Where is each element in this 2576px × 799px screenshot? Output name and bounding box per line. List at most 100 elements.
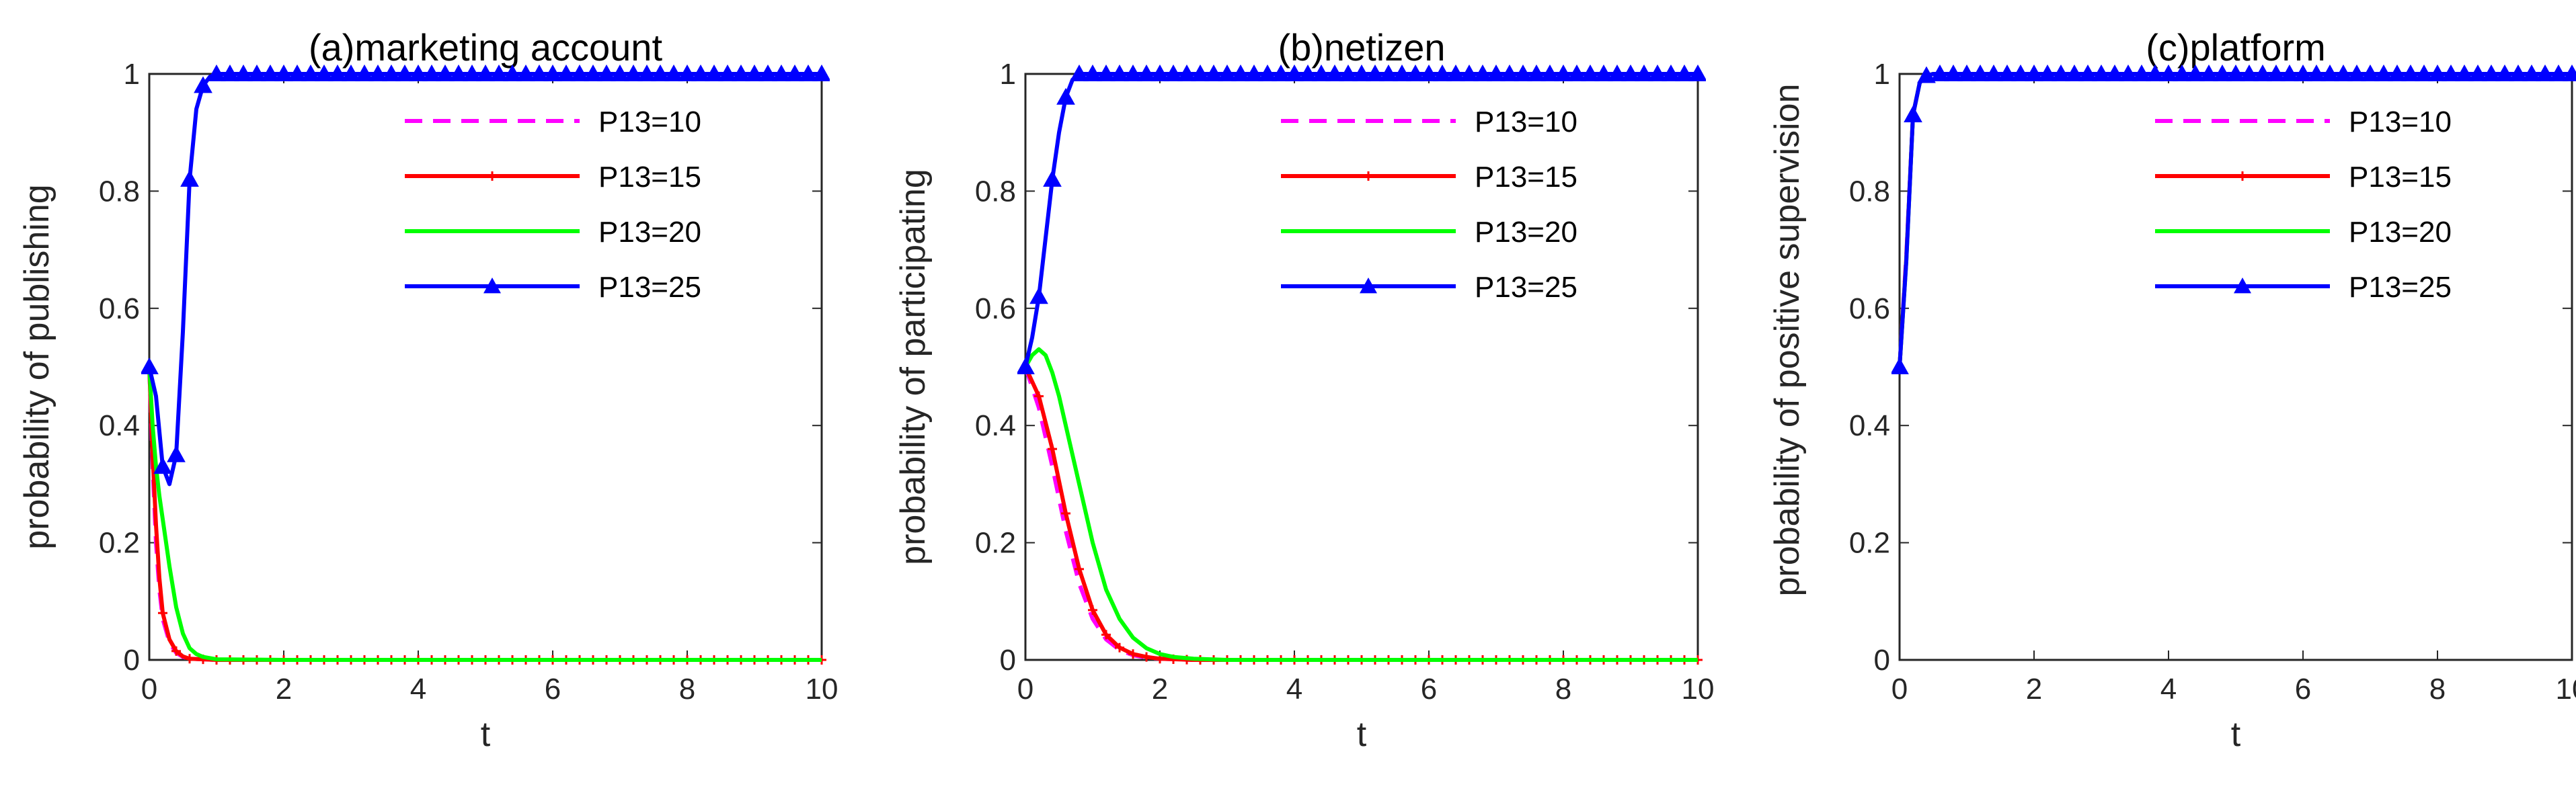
plot-area bbox=[1898, 73, 2573, 661]
legend-label: P13=10 bbox=[1475, 106, 1577, 138]
x-tick-label: 6 bbox=[2295, 673, 2311, 706]
series-marker bbox=[1487, 65, 1506, 81]
series-marker bbox=[2361, 65, 2380, 81]
series-marker bbox=[2173, 65, 2191, 81]
series-marker bbox=[342, 65, 360, 81]
y-tick-label: 0.2 bbox=[1849, 527, 1890, 560]
series-marker bbox=[490, 65, 508, 81]
series-P13=20 bbox=[1023, 347, 1698, 662]
series-marker bbox=[1621, 65, 1640, 81]
x-tick-label: 4 bbox=[410, 673, 426, 706]
series-P13=25 bbox=[141, 65, 830, 487]
chart-panel-1: 0 2 4 6 8 10 0 0.2 0.4 0.6 0.8 1 t probability of par… bbox=[894, 26, 1714, 754]
series-marker bbox=[570, 65, 589, 81]
legend-label: P13=10 bbox=[2349, 106, 2452, 138]
series-marker bbox=[2078, 65, 2097, 81]
series-marker bbox=[2563, 65, 2576, 81]
series-marker bbox=[2025, 65, 2043, 81]
series-marker bbox=[718, 65, 737, 81]
y-tick-label: 0.4 bbox=[1849, 409, 1890, 442]
series-marker bbox=[153, 457, 172, 474]
series-marker bbox=[1446, 65, 1465, 81]
series-marker bbox=[2294, 65, 2312, 81]
series-marker bbox=[1075, 564, 1084, 574]
series-marker bbox=[2522, 65, 2541, 81]
series-marker bbox=[1325, 65, 1344, 81]
legend-label: P13=20 bbox=[1475, 216, 1577, 249]
series-marker bbox=[2495, 65, 2514, 81]
series-marker bbox=[1594, 65, 1613, 81]
x-tick-label: 8 bbox=[679, 673, 695, 706]
series-marker bbox=[1339, 65, 1358, 81]
series-marker bbox=[1688, 65, 1706, 81]
series-marker bbox=[221, 65, 239, 81]
series-marker bbox=[463, 65, 481, 81]
series-marker bbox=[1675, 65, 1694, 81]
series-marker bbox=[503, 65, 522, 81]
series-marker bbox=[2482, 65, 2501, 81]
series-marker bbox=[678, 65, 697, 81]
legend-label: P13=20 bbox=[598, 216, 701, 249]
series-marker bbox=[1298, 65, 1317, 81]
y-tick-label: 0.2 bbox=[99, 527, 140, 560]
y-tick-label: 0.6 bbox=[1849, 292, 1890, 325]
series-marker bbox=[2226, 65, 2245, 81]
series-marker bbox=[1128, 649, 1138, 659]
legend-label: P13=15 bbox=[1475, 161, 1577, 194]
series-marker bbox=[1998, 65, 2017, 81]
series-marker bbox=[2307, 65, 2326, 81]
series-marker bbox=[1115, 642, 1124, 653]
series-marker bbox=[476, 65, 495, 81]
y-tick-label: 0.8 bbox=[99, 175, 140, 208]
series-marker bbox=[1554, 65, 1573, 81]
series-marker bbox=[1393, 65, 1411, 81]
x-tick-label: 0 bbox=[1017, 673, 1033, 706]
series-marker bbox=[1930, 65, 1949, 81]
x-tick-label: 8 bbox=[1555, 673, 1571, 706]
y-tick-label: 0 bbox=[1000, 644, 1016, 677]
x-tick-label: 6 bbox=[1421, 673, 1437, 706]
series-marker bbox=[2267, 65, 2286, 81]
y-tick-label: 0.8 bbox=[975, 175, 1016, 208]
series-marker bbox=[247, 65, 266, 81]
series-marker bbox=[449, 65, 468, 81]
y-tick-label: 0.6 bbox=[99, 292, 140, 325]
series-marker bbox=[409, 65, 428, 81]
legend-marker bbox=[2234, 278, 2251, 294]
x-axis-label: t bbox=[481, 715, 491, 754]
series-marker bbox=[624, 65, 643, 81]
series-marker bbox=[2011, 65, 2030, 81]
series-marker bbox=[2401, 65, 2420, 81]
x-tick-label: 2 bbox=[276, 673, 292, 706]
x-tick-label: 0 bbox=[141, 673, 157, 706]
series-marker bbox=[1648, 65, 1667, 81]
series-marker bbox=[1070, 65, 1089, 81]
series-marker bbox=[180, 169, 199, 187]
series-marker bbox=[141, 357, 159, 374]
series-marker bbox=[1272, 65, 1290, 81]
series-marker bbox=[315, 65, 334, 81]
series-marker bbox=[664, 65, 683, 81]
series-marker bbox=[1110, 65, 1129, 81]
series-line bbox=[147, 366, 822, 662]
y-axis-label: probability of positive supervision bbox=[1768, 83, 1807, 596]
series-marker bbox=[1056, 87, 1075, 105]
series-marker bbox=[158, 608, 167, 618]
series-marker bbox=[2374, 65, 2393, 81]
series-marker bbox=[207, 65, 226, 81]
legend-marker bbox=[487, 171, 497, 181]
series-marker bbox=[1312, 65, 1331, 81]
series-marker bbox=[436, 65, 455, 81]
series-marker bbox=[1581, 65, 1600, 81]
series-marker bbox=[1164, 65, 1183, 81]
series-marker bbox=[301, 65, 320, 81]
series-marker bbox=[167, 445, 186, 462]
series-marker bbox=[2415, 65, 2433, 81]
series-marker bbox=[1191, 65, 1210, 81]
series-marker bbox=[1406, 65, 1425, 81]
series-marker bbox=[2159, 65, 2178, 81]
x-tick-label: 4 bbox=[1286, 673, 1302, 706]
plot-area bbox=[148, 73, 823, 661]
y-tick-label: 1 bbox=[124, 58, 140, 91]
